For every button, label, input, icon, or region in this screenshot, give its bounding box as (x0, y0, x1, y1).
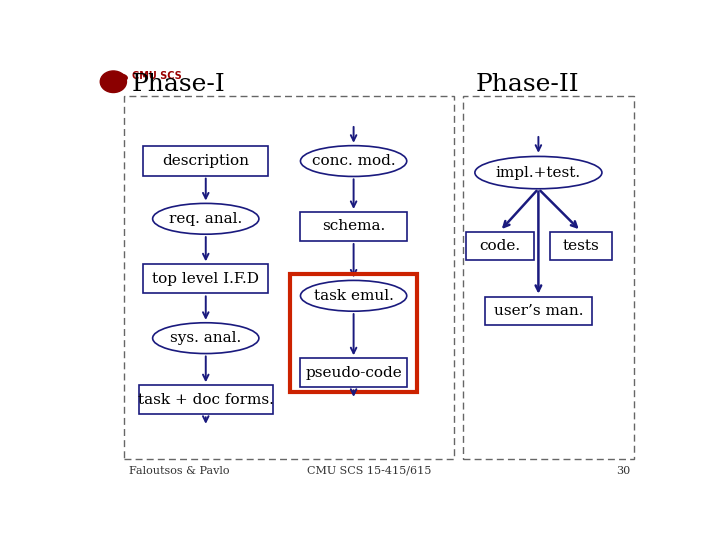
Text: user’s man.: user’s man. (494, 304, 583, 318)
Ellipse shape (112, 74, 127, 82)
Text: sys. anal.: sys. anal. (170, 331, 241, 345)
Bar (466, 232, 534, 260)
Ellipse shape (153, 323, 259, 354)
Text: 30: 30 (616, 465, 631, 476)
Bar (290, 274, 417, 392)
Ellipse shape (300, 280, 407, 311)
Bar (300, 212, 407, 241)
Text: description: description (162, 154, 249, 168)
Text: code.: code. (480, 239, 521, 253)
Bar (124, 96, 454, 459)
Text: tests: tests (562, 239, 599, 253)
Bar (143, 264, 268, 294)
Text: schema.: schema. (322, 219, 385, 233)
Text: top level I.F.D: top level I.F.D (152, 272, 259, 286)
Bar (463, 96, 634, 459)
Text: task emul.: task emul. (314, 289, 394, 303)
Text: Phase-I: Phase-I (132, 73, 225, 96)
Ellipse shape (475, 157, 602, 189)
Text: pseudo-code: pseudo-code (305, 366, 402, 380)
Text: Phase-II: Phase-II (475, 73, 579, 96)
Ellipse shape (300, 146, 407, 177)
Text: CMU SCS: CMU SCS (132, 71, 181, 80)
Bar (485, 298, 593, 325)
Ellipse shape (100, 71, 127, 92)
Ellipse shape (153, 204, 259, 234)
Text: Faloutsos & Pavlo: Faloutsos & Pavlo (129, 465, 229, 476)
Bar (300, 358, 407, 387)
Text: CMU SCS 15-415/615: CMU SCS 15-415/615 (307, 465, 431, 476)
Bar (550, 232, 611, 260)
Bar (143, 146, 268, 176)
Text: impl.+test.: impl.+test. (496, 166, 581, 180)
Text: task + doc forms.: task + doc forms. (138, 393, 274, 407)
Bar (139, 385, 273, 414)
Text: req. anal.: req. anal. (169, 212, 243, 226)
Text: conc. mod.: conc. mod. (312, 154, 395, 168)
